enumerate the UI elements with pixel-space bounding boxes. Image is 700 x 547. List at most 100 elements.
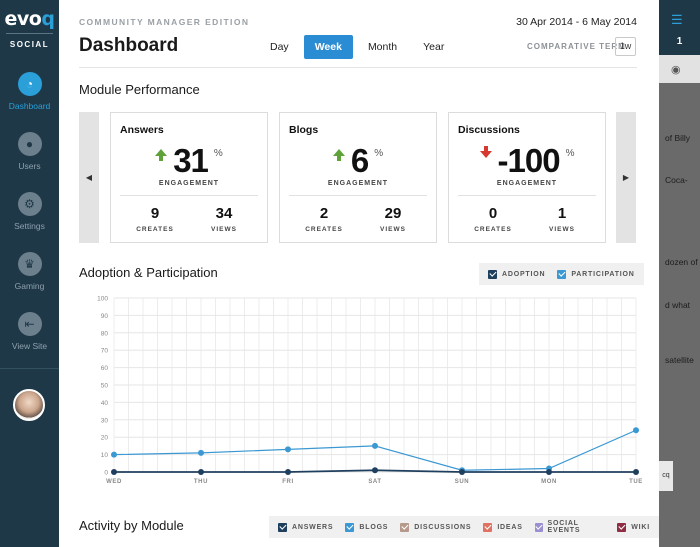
logo[interactable]: evoq	[0, 8, 59, 30]
y-tick-label: 80	[101, 330, 109, 337]
chevron-left-icon: ◀	[85, 173, 93, 182]
y-tick-label: 90	[101, 313, 109, 320]
legend-label: WIKI	[631, 523, 650, 531]
card-value: 6	[350, 142, 369, 179]
legend-toggle-social-events[interactable]: SOCIAL EVENTS	[534, 520, 606, 534]
data-point-participation	[633, 427, 639, 434]
nav-users[interactable]: ● Users	[0, 132, 59, 171]
legend-toggle-blogs[interactable]: BLOGS	[345, 522, 389, 532]
card-creates: 0 CREATES	[463, 205, 523, 233]
card-pct: %	[213, 148, 223, 159]
tab-year[interactable]: Year	[423, 41, 445, 53]
views-value: 1	[557, 205, 567, 222]
adoption-participation-chart[interactable]: 0 10 20 30 40 50 60 70 80 90 100 WED THU FRI SAT SUN MON…	[94, 290, 644, 490]
views-label: VIEWS	[380, 226, 406, 233]
period-tabs: Day Week Month Year	[259, 35, 459, 59]
card-metric-label: ENGAGEMENT	[327, 180, 389, 187]
nav-label: Dashboard	[8, 101, 51, 111]
checkbox-checked-icon	[557, 269, 567, 279]
module-card-answers[interactable]: Answers 31% ENGAGEMENT 9 CREATES 34 VIEW…	[110, 112, 268, 243]
activity-stream-header[interactable]: ☰ 1	[659, 0, 700, 55]
avatar[interactable]	[13, 389, 45, 421]
x-tick-label: SAT	[368, 479, 381, 485]
module-card-discussions[interactable]: Discussions -100% ENGAGEMENT 0 CREATES 1…	[448, 112, 606, 243]
sidebar: evoq SOCIAL ◔ Dashboard ● Users ⚙ Settin…	[0, 0, 59, 547]
card-creates: 9 CREATES	[125, 205, 185, 233]
stream-snippet: of Billy	[665, 133, 691, 143]
module-card-blogs[interactable]: Blogs 6% ENGAGEMENT 2 CREATES 29 VIEWS	[279, 112, 437, 243]
legend-toggle-wiki[interactable]: WIKI	[617, 522, 650, 532]
tab-week[interactable]: Week	[303, 35, 353, 59]
notification-count: 1	[676, 36, 683, 47]
data-point-adoption	[372, 467, 378, 474]
y-tick-label: 50	[101, 383, 109, 390]
activity-legend: ANSWERS BLOGS DISCUSSIONS IDEAS SOCIAL E…	[269, 516, 659, 538]
comparative-term-label: COMPARATIVE TERM	[527, 42, 626, 51]
right-mini-tab[interactable]: cq	[659, 461, 673, 491]
eye-icon[interactable]: ◉	[671, 64, 681, 76]
card-divider	[458, 195, 596, 196]
legend-toggle-answers[interactable]: ANSWERS	[278, 522, 334, 532]
legend-toggle-discussions[interactable]: DISCUSSIONS	[400, 522, 472, 532]
sidebar-divider	[0, 368, 59, 369]
data-point-adoption	[633, 469, 639, 475]
card-metric-label: ENGAGEMENT	[496, 180, 558, 187]
card-creates: 2 CREATES	[294, 205, 354, 233]
trophy-icon: ♛	[17, 252, 42, 276]
edition-label: COMMUNITY MANAGER EDITION	[79, 17, 250, 27]
creates-label: CREATES	[305, 226, 343, 233]
right-toolbar: ◉	[659, 55, 700, 83]
legend-label: ANSWERS	[292, 523, 334, 531]
views-value: 29	[384, 205, 402, 222]
creates-label: CREATES	[474, 226, 512, 233]
gauge-icon: ◔	[17, 72, 42, 96]
checkbox-checked-icon	[617, 522, 627, 532]
nav-gaming[interactable]: ♛ Gaming	[0, 252, 59, 291]
card-value: -100	[497, 142, 561, 179]
creates-value: 0	[488, 205, 498, 222]
y-tick-label: 60	[101, 365, 109, 372]
data-point-adoption	[198, 469, 204, 475]
card-pct: %	[374, 148, 384, 159]
y-tick-label: 30	[101, 417, 109, 424]
stream-snippet: d what	[665, 300, 691, 310]
carousel-next-button[interactable]: ▶	[616, 112, 636, 243]
legend-label: ADOPTION	[502, 270, 546, 278]
legend-label: BLOGS	[359, 523, 389, 531]
adoption-title: Adoption & Participation	[79, 265, 218, 280]
card-value: 31	[173, 142, 209, 179]
x-tick-label: MON	[541, 479, 557, 485]
stream-snippet: dozen of	[665, 257, 698, 267]
y-tick-label: 0	[104, 470, 108, 477]
tab-month[interactable]: Month	[367, 41, 398, 53]
data-point-adoption	[285, 469, 291, 475]
card-views: 34 VIEWS	[194, 205, 254, 233]
legend-toggle-ideas[interactable]: IDEAS	[483, 522, 523, 532]
data-point-participation	[198, 449, 204, 456]
creates-value: 9	[150, 205, 160, 222]
legend-label: DISCUSSIONS	[414, 523, 472, 531]
x-tick-label: FRI	[282, 479, 293, 485]
nav-label: Settings	[14, 221, 45, 231]
checkbox-checked-icon	[345, 522, 355, 532]
card-title: Answers	[120, 124, 164, 136]
gear-icon: ⚙	[17, 192, 42, 216]
checkbox-checked-icon	[400, 522, 410, 532]
comparative-term-select[interactable]: 1w	[615, 37, 636, 56]
carousel-prev-button[interactable]: ◀	[79, 112, 99, 243]
nav-dashboard[interactable]: ◔ Dashboard	[0, 72, 59, 111]
card-engagement: 31%	[111, 143, 267, 179]
tab-day[interactable]: Day	[270, 41, 289, 53]
nav-settings[interactable]: ⚙ Settings	[0, 192, 59, 231]
legend-toggle-adoption[interactable]: ADOPTION	[488, 269, 546, 279]
legend-label: IDEAS	[497, 523, 523, 531]
date-range[interactable]: 30 Apr 2014 - 6 May 2014	[516, 16, 637, 28]
nav-view-site[interactable]: ⇤ View Site	[0, 312, 59, 351]
nav-label: Users	[18, 161, 41, 171]
y-tick-label: 100	[97, 296, 108, 303]
logo-text: evoq	[4, 8, 55, 30]
nav-label: Gaming	[14, 281, 45, 291]
y-tick-label: 20	[101, 435, 109, 442]
stream-snippet: satellite	[665, 355, 694, 365]
legend-toggle-participation[interactable]: PARTICIPATION	[557, 269, 634, 279]
